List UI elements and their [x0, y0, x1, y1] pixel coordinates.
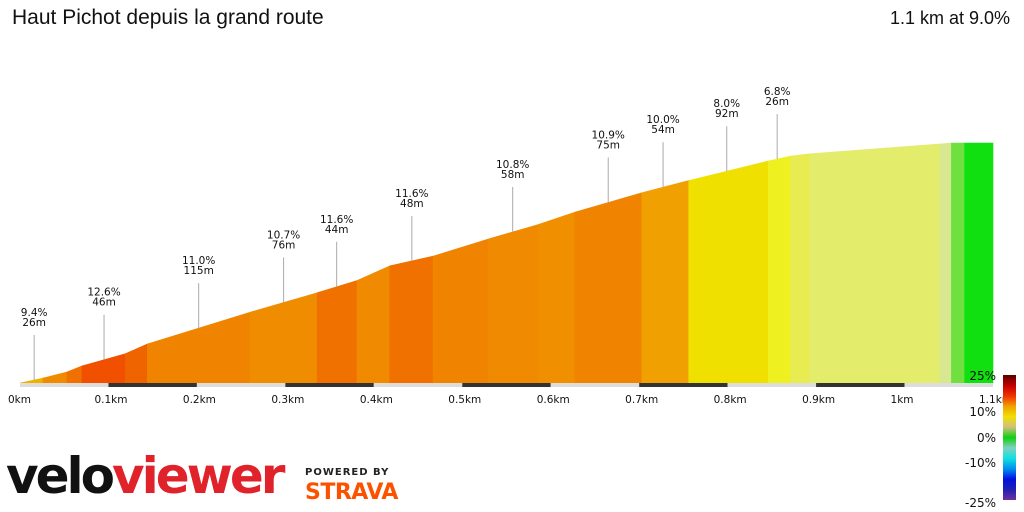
- x-tick-label: 0.6km: [537, 394, 570, 406]
- x-tick-label: 0.2km: [183, 394, 216, 406]
- annotation-length: 26m: [22, 317, 46, 329]
- powered-by-label: POWERED BY: [305, 467, 390, 478]
- x-tick-label: 0.8km: [714, 394, 747, 406]
- annotation-grade: 6.8%: [764, 86, 791, 98]
- annotation-length: 58m: [501, 169, 525, 181]
- annotation-length: 76m: [272, 240, 296, 252]
- profile-segment: [66, 365, 83, 384]
- annotation-length: 26m: [765, 96, 789, 108]
- profile-segment: [124, 343, 148, 384]
- profile-segment: [538, 211, 575, 384]
- axis-bar-segment: [373, 383, 463, 387]
- profile-segment: [42, 371, 68, 384]
- legend-label: 0%: [977, 431, 996, 445]
- annotation-grade: 11.6%: [320, 214, 353, 226]
- x-tick-label: 0.5km: [448, 394, 481, 406]
- annotation-grade: 11.6%: [395, 188, 428, 200]
- profile-segment: [389, 255, 434, 384]
- legend-label: 10%: [969, 405, 996, 419]
- annotation-grade: 12.6%: [87, 287, 120, 299]
- veloviewer-logo: veloviewer: [6, 447, 285, 505]
- chart-title: Haut Pichot depuis la grand route: [12, 6, 324, 29]
- axis-bar-segment: [727, 383, 817, 387]
- profile-segment: [487, 224, 539, 384]
- profile-segment: [951, 142, 965, 384]
- axis-bar-segment: [462, 383, 551, 387]
- profile-segment: [964, 142, 994, 384]
- annotation-grade: 10.8%: [496, 159, 529, 171]
- x-tick-label: 0.3km: [271, 394, 304, 406]
- annotation-length: 44m: [325, 224, 349, 236]
- profile-segment: [249, 292, 318, 384]
- logo-viewer: viewer: [112, 447, 285, 505]
- profile-segment: [790, 153, 811, 384]
- annotation-grade: 8.0%: [713, 98, 740, 110]
- profile-segment: [356, 265, 391, 384]
- legend-label: 25%: [969, 369, 996, 383]
- annotation-grade: 9.4%: [21, 307, 48, 319]
- distance-axis-bar: [20, 383, 993, 387]
- profile-segment: [19, 377, 44, 384]
- profile-segment: [939, 142, 952, 384]
- x-tick-label: 0.9km: [802, 394, 835, 406]
- axis-bar-segment: [108, 383, 197, 387]
- profile-segment: [432, 238, 489, 384]
- profile-segment: [641, 180, 690, 384]
- axis-bar-segment: [550, 383, 640, 387]
- grade-annotations: 9.4%26m12.6%46m11.0%115m10.7%76m11.6%44m…: [21, 86, 791, 380]
- annotation-length: 75m: [596, 140, 620, 152]
- annotation-length: 48m: [400, 198, 424, 210]
- annotation-grade: 11.0%: [182, 255, 215, 267]
- annotation-length: 115m: [184, 265, 214, 277]
- axis-bar-segment: [816, 383, 905, 387]
- annotation-length: 46m: [92, 297, 116, 309]
- profile-segment: [316, 280, 358, 384]
- x-tick-label: 0.1km: [94, 394, 127, 406]
- legend-labels: 25% 10% 0% -10% -25%: [965, 369, 996, 510]
- axis-bar-segment: [196, 383, 286, 387]
- axis-bar-segment: [20, 383, 109, 387]
- annotation-length: 92m: [715, 108, 739, 120]
- x-tick-label: 1km: [891, 394, 914, 406]
- annotation-grade: 10.7%: [267, 230, 300, 242]
- axis-bar-segment: [639, 383, 728, 387]
- profile-segment: [809, 143, 941, 384]
- logo-velo: velo: [6, 447, 115, 505]
- strava-logo: STRAVA: [305, 480, 398, 505]
- axis-bar-segment: [904, 383, 993, 387]
- annotation-grade: 10.0%: [646, 114, 679, 126]
- annotation-length: 54m: [651, 124, 675, 136]
- climb-summary: 1.1 km at 9.0%: [889, 8, 1010, 28]
- legend-label: -25%: [965, 496, 996, 510]
- x-tick-labels: 0km 0.1km 0.2km 0.3km 0.4km 0.5km 0.6km 0.7km 0.…: [8, 394, 1012, 406]
- x-tick-label: 0.4km: [360, 394, 393, 406]
- legend-colorbar: [1003, 375, 1016, 500]
- x-tick-label: 0km: [8, 394, 31, 406]
- profile-segment: [688, 160, 769, 384]
- legend-label: -10%: [965, 456, 996, 470]
- axis-bar-segment: [285, 383, 374, 387]
- profile-segment: [574, 192, 643, 384]
- x-tick-label: 0.7km: [625, 394, 658, 406]
- profile-segment: [768, 155, 791, 384]
- annotation-grade: 10.9%: [592, 130, 625, 142]
